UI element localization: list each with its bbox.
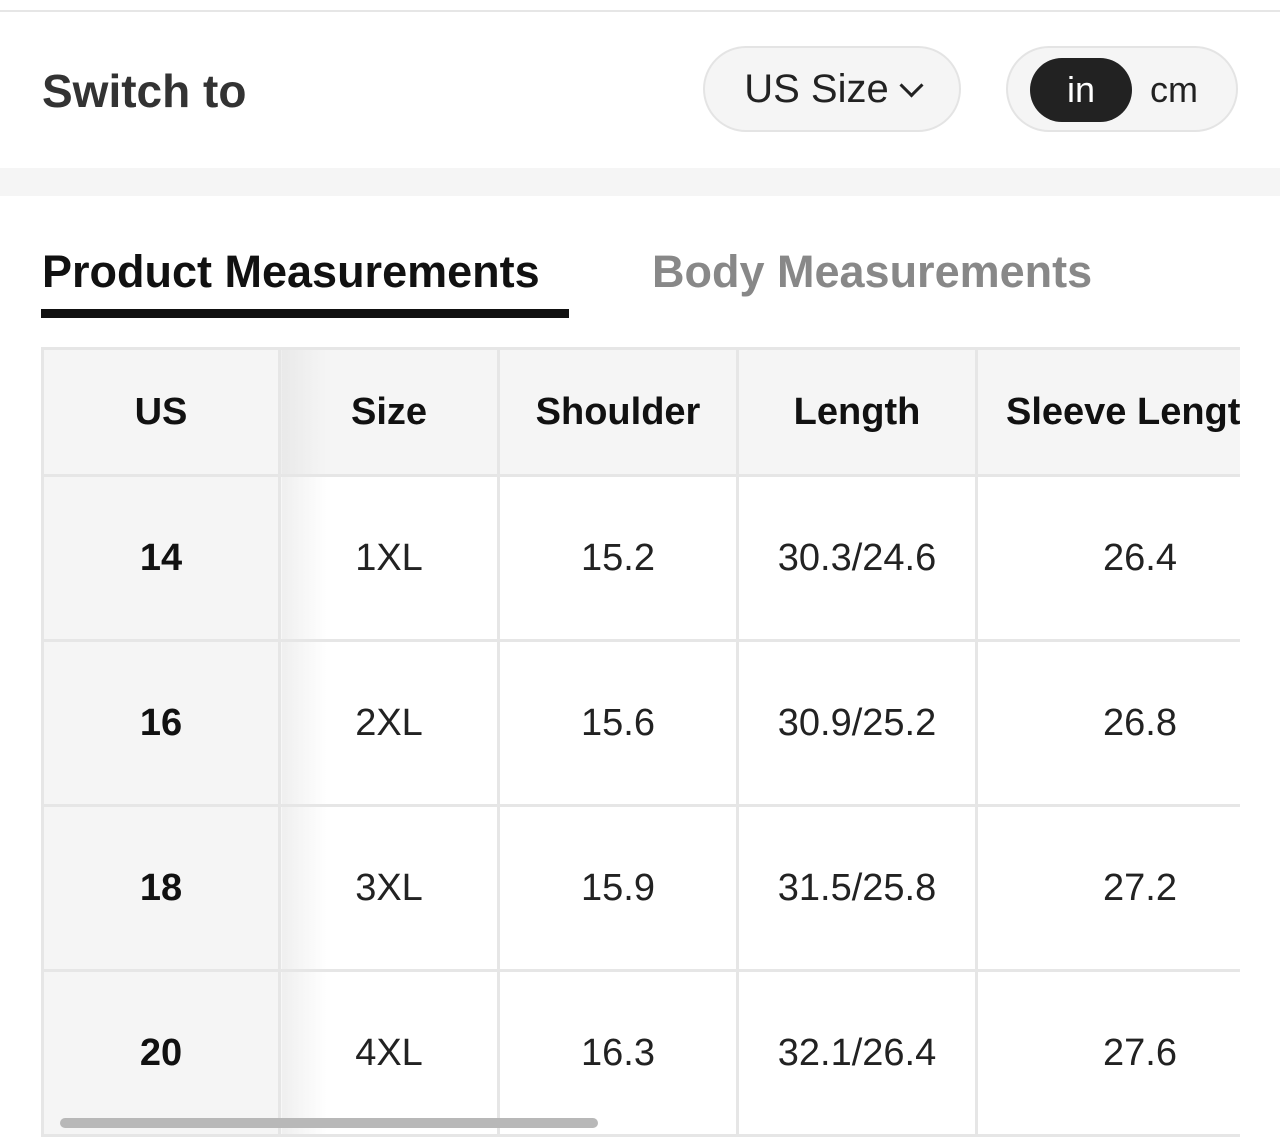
- switch-to-label: Switch to: [42, 65, 247, 117]
- table-row: 18 3XL 15.9 31.5/25.8 27.2: [41, 804, 1240, 972]
- cell-length: 30.9/25.2: [736, 639, 978, 807]
- active-tab-indicator: [41, 309, 569, 318]
- unit-cm-button[interactable]: cm: [1150, 69, 1198, 110]
- measurements-table: US Size Shoulder Length Sleeve Length 14 1XL 1…: [41, 347, 1240, 1137]
- cell-shoulder: 15.9: [497, 804, 739, 972]
- cell-length: 30.3/24.6: [736, 474, 978, 642]
- cell-size: 1XL: [278, 474, 500, 642]
- measurements-table-scroll[interactable]: US Size Shoulder Length Sleeve Length 14 1XL 1…: [41, 347, 1240, 1145]
- cell-us: 20: [41, 969, 281, 1137]
- unit-in-button[interactable]: in: [1030, 58, 1132, 122]
- horizontal-scrollbar[interactable]: [60, 1118, 598, 1128]
- cell-length: 32.1/26.4: [736, 969, 978, 1137]
- unit-toggle[interactable]: in cm: [1006, 46, 1238, 132]
- size-system-select[interactable]: US Size: [703, 46, 961, 132]
- column-header-size: Size: [278, 347, 500, 477]
- cell-sleeve: 27.6: [975, 969, 1240, 1137]
- cell-shoulder: 15.6: [497, 639, 739, 807]
- cell-length: 31.5/25.8: [736, 804, 978, 972]
- cell-shoulder: 15.2: [497, 474, 739, 642]
- cell-sleeve: 26.4: [975, 474, 1240, 642]
- size-select-value: US Size: [744, 66, 889, 111]
- column-header-shoulder: Shoulder: [497, 347, 739, 477]
- cell-sleeve: 26.8: [975, 639, 1240, 807]
- cell-sleeve: 27.2: [975, 804, 1240, 972]
- section-divider: [0, 168, 1280, 196]
- cell-shoulder: 16.3: [497, 969, 739, 1137]
- chevron-down-icon: [899, 72, 924, 98]
- cell-us: 16: [41, 639, 281, 807]
- tab-body-measurements[interactable]: Body Measurements: [652, 246, 1093, 297]
- column-header-length: Length: [736, 347, 978, 477]
- tab-product-measurements[interactable]: Product Measurements: [42, 246, 540, 297]
- column-header-us: US: [41, 347, 281, 477]
- cell-size: 3XL: [278, 804, 500, 972]
- cell-size: 2XL: [278, 639, 500, 807]
- table-row: 20 4XL 16.3 32.1/26.4 27.6: [41, 969, 1240, 1137]
- table-row: 14 1XL 15.2 30.3/24.6 26.4: [41, 474, 1240, 642]
- top-divider: [0, 10, 1280, 12]
- cell-size: 4XL: [278, 969, 500, 1137]
- cell-us: 18: [41, 804, 281, 972]
- cell-us: 14: [41, 474, 281, 642]
- column-header-sleeve: Sleeve Length: [975, 347, 1240, 477]
- table-row: 16 2XL 15.6 30.9/25.2 26.8: [41, 639, 1240, 807]
